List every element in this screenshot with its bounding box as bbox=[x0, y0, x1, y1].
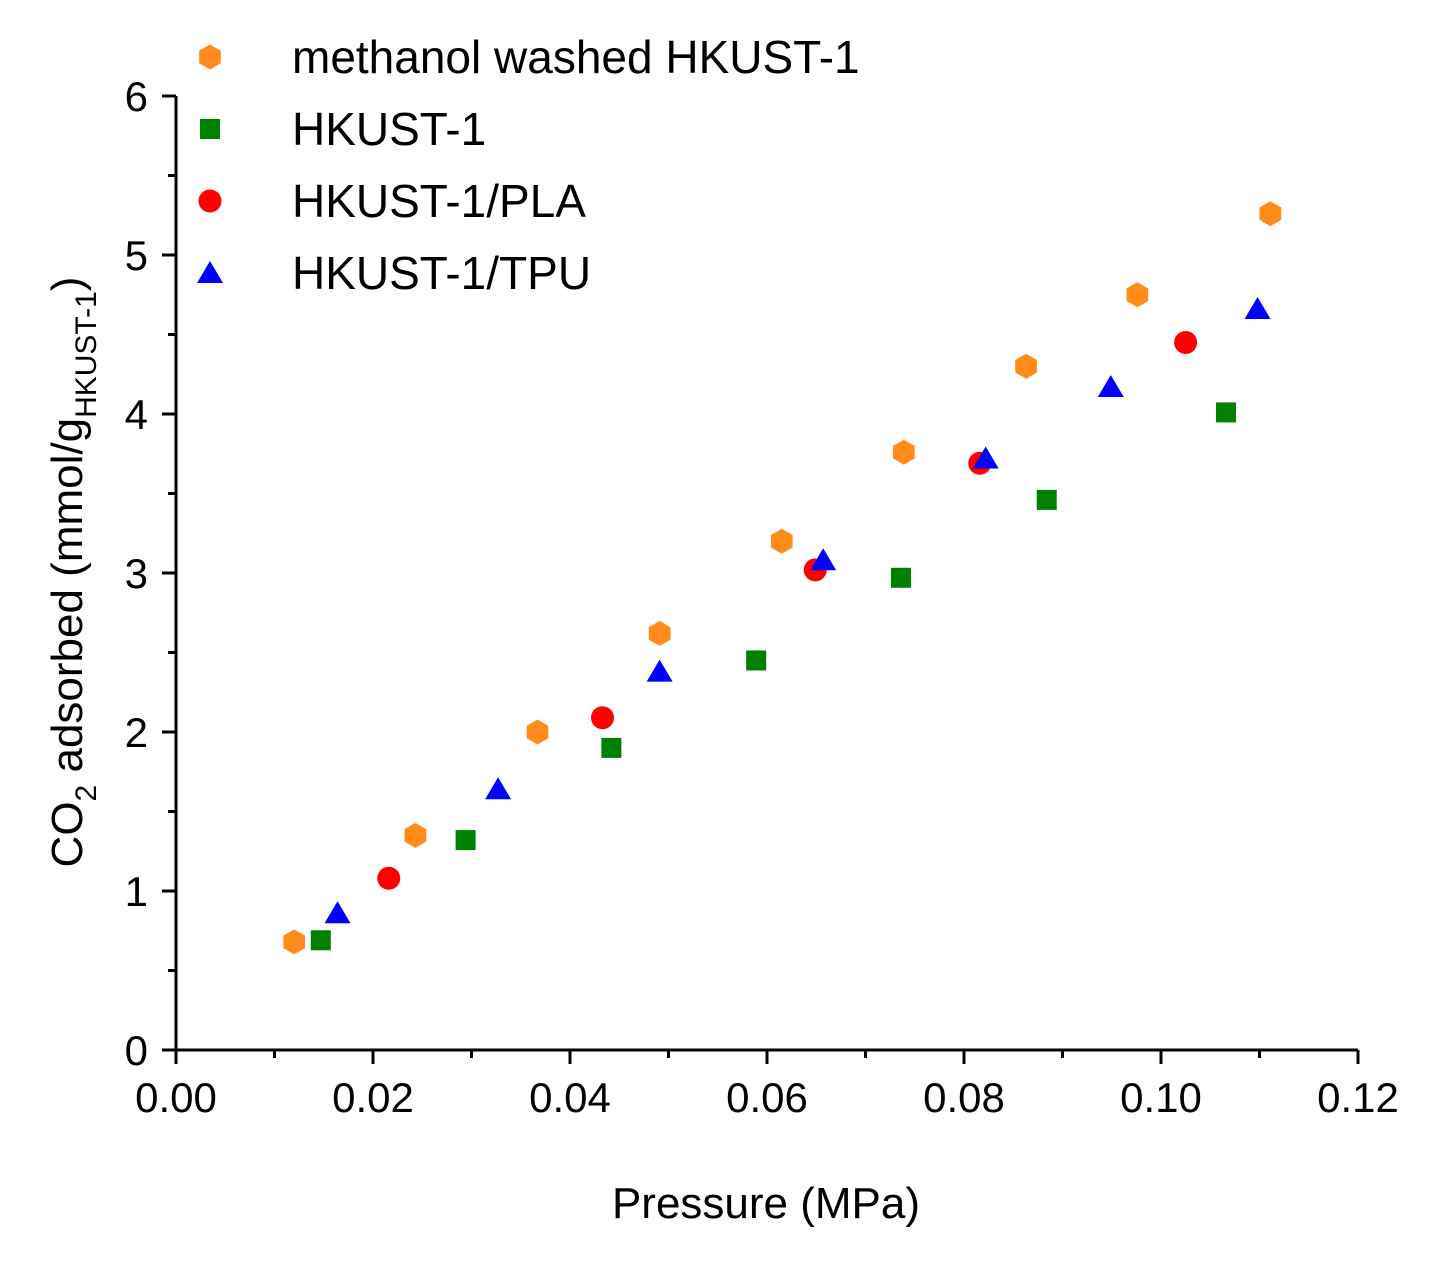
data-point bbox=[310, 930, 331, 951]
series-3 bbox=[324, 297, 1271, 924]
y-tick-label: 1 bbox=[125, 868, 148, 915]
y-ticks: 0 1 2 3 4 5 6 bbox=[125, 73, 176, 1074]
data-point bbox=[1015, 353, 1037, 379]
legend-marker bbox=[199, 44, 221, 70]
data-point bbox=[1036, 489, 1057, 510]
x-axis-title: Pressure (MPa) bbox=[612, 1179, 920, 1228]
legend-label: HKUST-1 bbox=[292, 103, 486, 155]
data-point bbox=[601, 737, 622, 758]
y-tick-label: 6 bbox=[125, 73, 148, 120]
data-point bbox=[485, 777, 512, 800]
axes bbox=[174, 96, 1358, 1052]
legend-marker bbox=[200, 119, 220, 139]
x-tick-label: 0.06 bbox=[726, 1074, 808, 1121]
data-point bbox=[810, 548, 837, 571]
y-tick-label: 4 bbox=[125, 391, 148, 438]
data-point bbox=[1126, 282, 1149, 308]
data-point bbox=[1216, 402, 1237, 423]
y-tick-label: 0 bbox=[125, 1027, 148, 1074]
data-point bbox=[1097, 374, 1124, 397]
y-axis-title-mid: adsorbed (mmol/g bbox=[43, 418, 92, 785]
data-point bbox=[770, 528, 793, 554]
data-point bbox=[1244, 297, 1271, 320]
data-point bbox=[283, 929, 305, 955]
x-tick-label: 0.02 bbox=[332, 1074, 414, 1121]
x-tick-label: 0.00 bbox=[135, 1074, 217, 1121]
x-tick-label: 0.10 bbox=[1120, 1074, 1202, 1121]
data-point bbox=[404, 822, 427, 848]
y-axis-title-end: ) bbox=[43, 277, 92, 292]
x-ticks: 0.00 0.02 0.04 0.06 0.08 0.10 0.12 bbox=[135, 1050, 1399, 1121]
data-point bbox=[1174, 330, 1198, 354]
series-1 bbox=[310, 402, 1237, 951]
y-tick-label: 3 bbox=[125, 550, 148, 597]
data-point bbox=[455, 830, 476, 851]
x-tick-label: 0.12 bbox=[1317, 1074, 1399, 1121]
data-point bbox=[893, 439, 915, 465]
legend-label: methanol washed HKUST-1 bbox=[292, 31, 860, 83]
data-points bbox=[283, 201, 1282, 955]
y-tick-label: 2 bbox=[125, 709, 148, 756]
data-point bbox=[646, 659, 673, 682]
legend-label: HKUST-1/PLA bbox=[292, 175, 586, 227]
data-point bbox=[890, 567, 911, 588]
y-axis-title-main: CO bbox=[43, 801, 92, 867]
x-tick-label: 0.04 bbox=[529, 1074, 611, 1121]
legend-label: HKUST-1/TPU bbox=[292, 247, 591, 299]
data-point bbox=[648, 620, 671, 646]
y-tick-label: 5 bbox=[125, 232, 148, 279]
y-axis-title-sub2: HKUST-1 bbox=[70, 291, 103, 418]
series-2 bbox=[377, 330, 1198, 890]
y-axis-title-sub1: 2 bbox=[70, 785, 103, 802]
data-point bbox=[324, 901, 351, 924]
x-tick-label: 0.08 bbox=[923, 1074, 1005, 1121]
legend-marker bbox=[198, 189, 222, 213]
y-axis-title: CO2 adsorbed (mmol/gHKUST-1) bbox=[43, 277, 103, 868]
data-point bbox=[377, 866, 401, 890]
data-point bbox=[591, 706, 615, 730]
data-point bbox=[972, 446, 999, 469]
legend: methanol washed HKUST-1 HKUST-1 HKUST-1/PL… bbox=[197, 31, 860, 299]
series-0 bbox=[283, 201, 1282, 955]
data-point bbox=[746, 650, 767, 671]
data-point bbox=[526, 719, 549, 745]
legend-marker bbox=[197, 261, 223, 283]
data-point bbox=[1259, 201, 1282, 227]
